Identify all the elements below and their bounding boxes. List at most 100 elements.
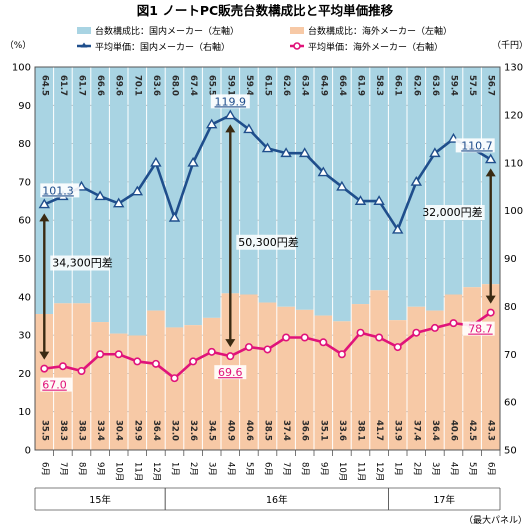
bar-overseas (72, 303, 91, 450)
marker-overseas-price (133, 357, 142, 366)
chart-title: 図1 ノートPC販売台数構成比と平均単価推移 (137, 3, 394, 18)
marker-overseas-price (244, 343, 253, 352)
bar-overseas (184, 325, 202, 450)
marker-domestic-price (187, 156, 199, 167)
marker-overseas-price (393, 343, 402, 352)
marker-overseas-price (96, 350, 105, 359)
left-tick-label: 70 (18, 177, 31, 188)
bar-domestic (184, 67, 202, 326)
bar-domestic (277, 67, 295, 307)
marker-overseas-price (170, 374, 179, 383)
bar-label-overseas: 38.5 (263, 420, 273, 441)
left-tick-label: 40 (18, 292, 31, 303)
month-tick-label: 5月 (244, 462, 254, 476)
bar-label-overseas: 33.4 (95, 420, 105, 441)
difference-arrow-head (225, 124, 236, 133)
stacked-bars (35, 67, 500, 450)
legend-swatch-overseas-bar (290, 27, 304, 34)
bar-label-overseas: 40.9 (225, 420, 235, 441)
month-tick-label: 12月 (374, 462, 384, 481)
bar-domestic (165, 67, 184, 328)
callout-bg (455, 138, 495, 153)
month-tick-label: 2月 (188, 462, 198, 476)
difference-arrow-head (39, 213, 50, 222)
bar-label-domestic: 67.4 (188, 75, 198, 96)
month-tick-label: 1月 (393, 462, 403, 476)
right-tick-label: 130 (504, 63, 523, 74)
marker-overseas-price (486, 308, 495, 317)
bar-label-overseas: 32.6 (188, 420, 198, 441)
bar-label-overseas: 35.5 (39, 420, 49, 441)
bar-domestic (351, 67, 370, 305)
bar-overseas (314, 315, 333, 450)
left-tick-label: 10 (18, 407, 31, 418)
callout-bg (462, 321, 495, 336)
bar-domestic (388, 67, 407, 321)
bar-label-domestic: 63.6 (430, 75, 440, 96)
marker-domestic-price (484, 153, 497, 164)
bar-label-overseas: 41.7 (374, 420, 384, 441)
legend-swatch-domestic-bar (77, 27, 91, 34)
source-note: （最大パネル） (464, 514, 527, 526)
bar-overseas (444, 294, 463, 450)
marker-overseas-price (77, 367, 86, 376)
bar-label-overseas: 37.4 (411, 420, 421, 441)
month-tick-label: 11月 (356, 462, 366, 481)
month-tick-label: 10月 (337, 462, 347, 481)
bar-overseas (165, 327, 184, 450)
marker-domestic-price (131, 185, 144, 196)
bar-label-domestic: 63.4 (300, 75, 310, 96)
left-tick-label: 60 (18, 216, 31, 227)
bar-label-domestic: 68.0 (170, 75, 180, 96)
price-lines (38, 109, 497, 383)
month-tick-label: 2月 (411, 462, 421, 476)
callout-bg (40, 377, 73, 392)
legend-marker-overseas-line (293, 42, 301, 50)
bar-overseas (109, 333, 128, 450)
marker-overseas-price (375, 333, 384, 342)
marker-domestic-price (205, 118, 218, 129)
month-tick-label: 7月 (281, 462, 291, 476)
legend-marker-domestic-line (80, 42, 88, 48)
right-tick-label: 100 (504, 206, 523, 217)
callout-bg (210, 94, 250, 109)
marker-overseas-price (412, 328, 421, 337)
left-tick-label: 0 (25, 446, 31, 457)
bar-label-domestic: 57.5 (467, 75, 477, 96)
bar-label-overseas: 36.6 (300, 420, 310, 441)
marker-overseas-price (282, 333, 291, 342)
bar-label-overseas: 37.4 (281, 420, 291, 441)
marker-overseas-price (226, 352, 235, 361)
bar-label-overseas: 30.4 (114, 420, 124, 441)
bar-overseas (388, 320, 407, 450)
month-tick-label: 1月 (170, 462, 180, 476)
right-axis-ticks: 50 60 70 80 90 100 110 120 130 (504, 63, 523, 457)
bar-overseas (240, 294, 258, 450)
difference-arrow-head (225, 339, 236, 348)
bar-overseas (258, 302, 277, 450)
bar-overseas (277, 306, 295, 450)
bar-label-domestic: 66.4 (337, 75, 347, 96)
callout-label: 110.7 (461, 139, 493, 152)
marker-domestic-price (298, 147, 311, 158)
x-axis: 6月 7月 8月 9月 10月 11月 12月 1月 2月 3月 4月 5月 6月 7月 8月 9月 10月 11… (34, 450, 501, 511)
bar-label-overseas: 36.4 (151, 420, 161, 441)
callout-bg (214, 365, 247, 380)
bar-overseas (147, 310, 165, 450)
year-label: 17年 (433, 494, 455, 506)
difference-label-bg (236, 234, 296, 250)
marker-domestic-price (336, 180, 348, 191)
month-tick-label: 7月 (58, 462, 68, 476)
month-tick-label: 8月 (77, 462, 87, 476)
marker-overseas-price (151, 359, 160, 368)
bar-label-overseas: 33.6 (337, 420, 347, 441)
bar-label-domestic: 70.1 (132, 75, 142, 96)
bar-overseas (128, 335, 147, 450)
left-axis-ticks: 0 10 20 30 40 50 60 70 80 90 100 (12, 63, 31, 457)
bar-label-domestic: 56.7 (486, 75, 496, 96)
month-tick-label: 3月 (207, 462, 217, 476)
difference-label-bg (425, 204, 485, 220)
bar-label-overseas: 34.5 (207, 420, 217, 441)
legend-label-overseas-line: 平均単価：海外メーカー（右軸） (308, 41, 443, 53)
